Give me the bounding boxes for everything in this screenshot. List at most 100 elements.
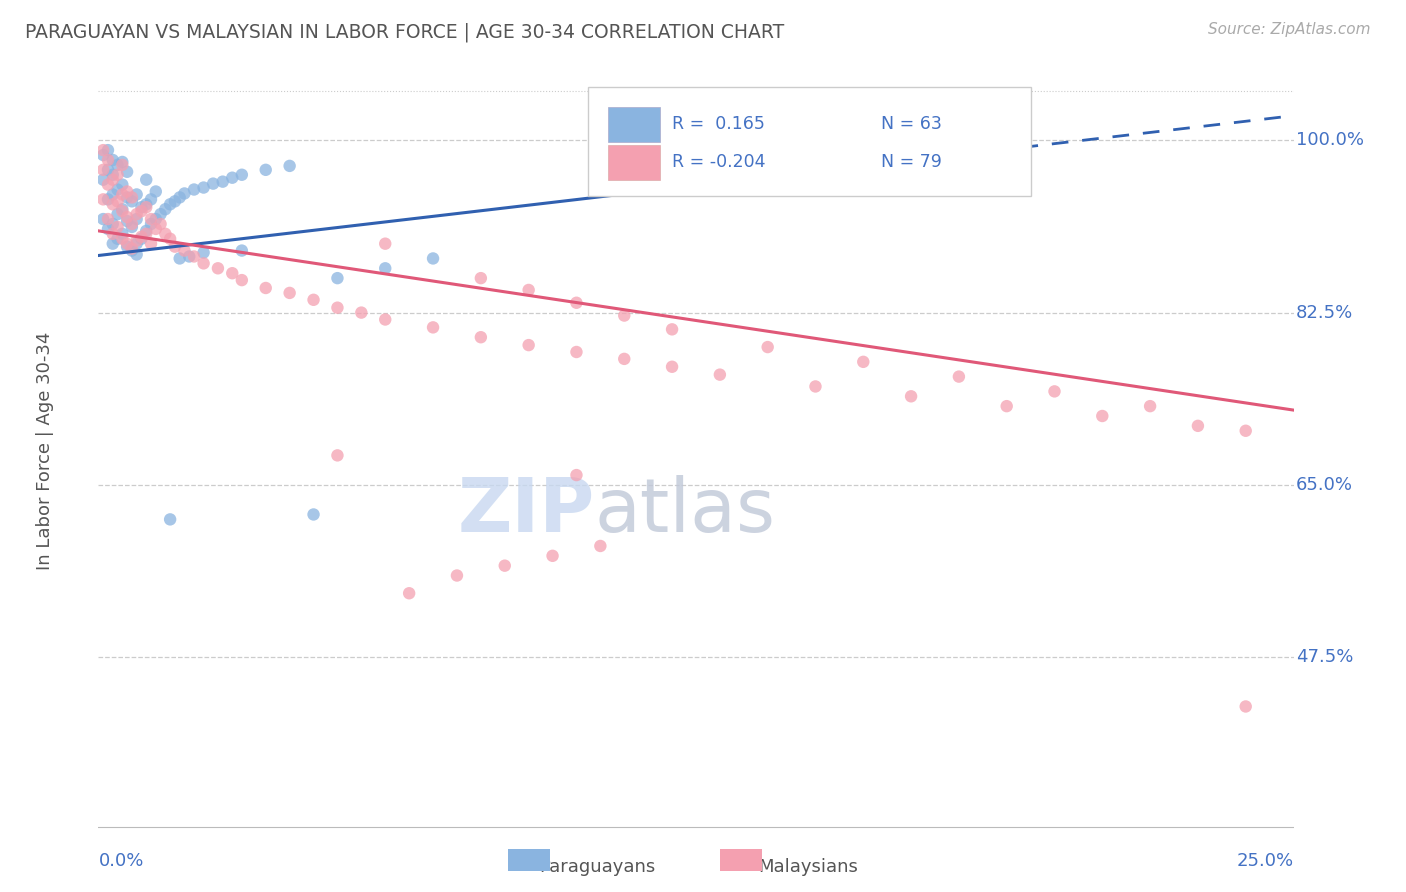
Point: [756, 340, 779, 354]
Text: 100.0%: 100.0%: [1296, 131, 1364, 149]
Point: [948, 369, 970, 384]
Point: [1139, 399, 1161, 413]
FancyBboxPatch shape: [607, 145, 661, 180]
Point: [107, 194, 129, 209]
Point: [115, 239, 138, 253]
Point: [661, 359, 683, 374]
Point: [278, 159, 301, 173]
Point: [125, 234, 148, 248]
Point: [101, 217, 124, 231]
Point: [111, 204, 134, 219]
Point: [125, 247, 148, 261]
Point: [302, 508, 325, 522]
Point: [101, 153, 124, 167]
Point: [163, 239, 186, 253]
Point: [111, 158, 134, 172]
Point: [97, 143, 120, 157]
Point: [155, 202, 177, 217]
Point: [565, 345, 588, 359]
Point: [125, 236, 148, 251]
Point: [183, 250, 205, 264]
Point: [613, 351, 636, 366]
Point: [125, 212, 148, 227]
Point: [374, 261, 396, 276]
Point: [111, 232, 134, 246]
Point: [115, 210, 138, 224]
Point: [111, 202, 134, 217]
Text: N = 63: N = 63: [882, 115, 942, 134]
Point: [91, 193, 114, 207]
Text: Paraguayans: Paraguayans: [540, 858, 655, 876]
Point: [145, 185, 167, 199]
Point: [565, 295, 588, 310]
Point: [211, 175, 233, 189]
Point: [231, 273, 253, 287]
Point: [565, 468, 588, 483]
Text: 65.0%: 65.0%: [1296, 476, 1353, 494]
Point: [131, 204, 153, 219]
Point: [97, 153, 120, 167]
Point: [326, 301, 349, 315]
Point: [107, 232, 129, 246]
Point: [155, 227, 177, 241]
Point: [1091, 409, 1114, 423]
Point: [613, 309, 636, 323]
Point: [121, 194, 143, 209]
Point: [107, 219, 129, 234]
Point: [135, 197, 157, 211]
Point: [145, 222, 167, 236]
Point: [91, 212, 114, 227]
Text: 25.0%: 25.0%: [1236, 853, 1294, 871]
Point: [159, 232, 181, 246]
Point: [159, 512, 181, 526]
Point: [121, 190, 143, 204]
Point: [661, 322, 683, 336]
Point: [139, 212, 162, 227]
Point: [121, 242, 143, 256]
Text: Malaysians: Malaysians: [758, 858, 859, 876]
Point: [374, 236, 396, 251]
Point: [101, 187, 124, 202]
Point: [91, 148, 114, 162]
Point: [398, 586, 420, 600]
Point: [125, 207, 148, 221]
Point: [91, 172, 114, 186]
Text: N = 79: N = 79: [882, 153, 942, 171]
Text: 47.5%: 47.5%: [1296, 648, 1354, 666]
Point: [101, 168, 124, 182]
Point: [101, 236, 124, 251]
Text: R = -0.204: R = -0.204: [672, 153, 766, 171]
Point: [163, 194, 186, 209]
Point: [97, 178, 120, 192]
Point: [115, 214, 138, 228]
Text: 0.0%: 0.0%: [98, 853, 143, 871]
Point: [139, 217, 162, 231]
Point: [446, 568, 468, 582]
Point: [900, 389, 922, 403]
Point: [173, 186, 195, 201]
Point: [326, 271, 349, 285]
Point: [111, 227, 134, 241]
Point: [91, 162, 114, 177]
Point: [231, 168, 253, 182]
Point: [135, 200, 157, 214]
Point: [202, 177, 225, 191]
Point: [97, 222, 120, 236]
Point: [115, 190, 138, 204]
Point: [173, 244, 195, 258]
Point: [139, 236, 162, 251]
Point: [115, 236, 138, 251]
Point: [1234, 699, 1257, 714]
Point: [131, 232, 153, 246]
Point: [111, 155, 134, 169]
Point: [193, 256, 215, 270]
Point: [517, 283, 540, 297]
Point: [135, 227, 157, 241]
Point: [169, 252, 191, 266]
Point: [221, 266, 243, 280]
Point: [149, 207, 172, 221]
Point: [135, 224, 157, 238]
Point: [183, 182, 205, 196]
Point: [374, 312, 396, 326]
Text: In Labor Force | Age 30-34: In Labor Force | Age 30-34: [35, 331, 53, 570]
